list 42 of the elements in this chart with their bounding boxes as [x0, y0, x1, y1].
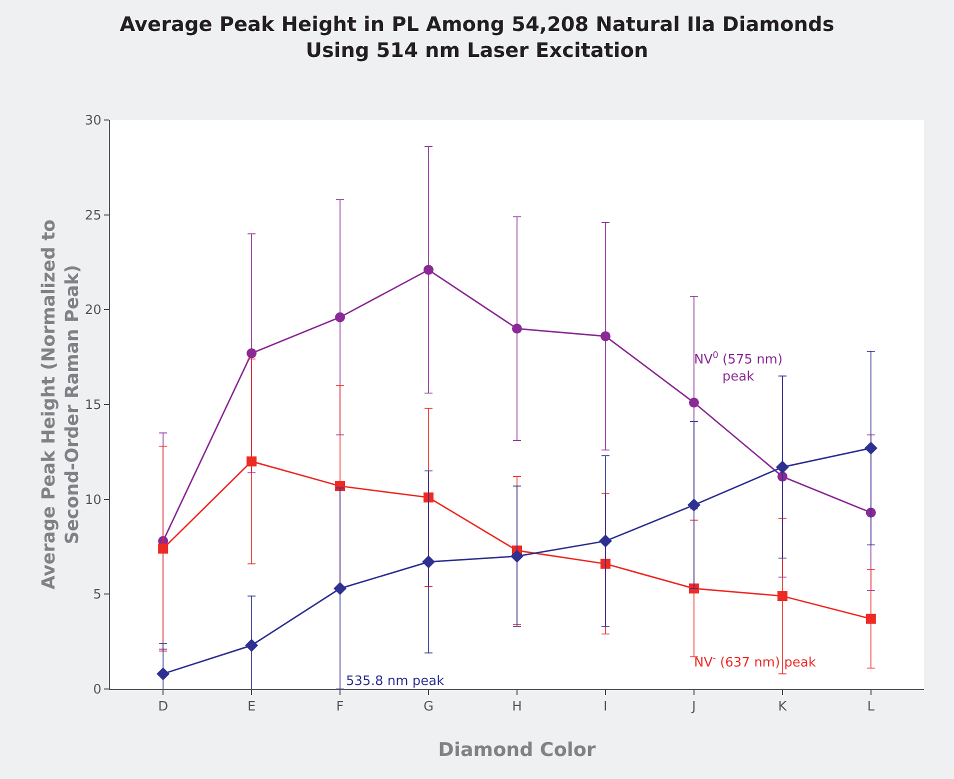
- point: [422, 555, 436, 568]
- y-tick-label: 25: [84, 208, 102, 224]
- point: [334, 582, 347, 595]
- y-tick-label: 30: [84, 114, 102, 129]
- point: [156, 667, 170, 680]
- y-tick-label: 10: [84, 492, 102, 508]
- y-tick-label: 15: [84, 398, 102, 414]
- chart-title: Average Peak Height in PL Among 54,208 Natural IIa Diamonds Using 514 nm Laser Excitation: [120, 12, 834, 62]
- x-tick-label: G: [423, 700, 434, 715]
- point: [424, 492, 434, 502]
- y-tick-label: 20: [84, 303, 102, 318]
- point: [600, 558, 610, 569]
- x-tick-label: D: [158, 700, 168, 715]
- y-tick-label: 0: [93, 682, 102, 698]
- annotation: NV$^{0}$ (575 nm) peak: [694, 351, 783, 384]
- point: [510, 550, 524, 563]
- x-tick-label: J: [691, 700, 696, 715]
- point: [688, 398, 699, 408]
- point: [246, 456, 257, 466]
- x-tick-label: L: [867, 700, 876, 715]
- point: [598, 534, 612, 548]
- x-tick-label: I: [604, 700, 608, 715]
- point: [335, 312, 346, 322]
- annotation: 535.8 nm peak: [346, 674, 445, 689]
- x-tick-label: E: [247, 700, 256, 715]
- point: [776, 460, 789, 474]
- y-axis-title: Average Peak Height (Normalized to Second-Order Raman Peak): [38, 220, 83, 590]
- point: [777, 591, 788, 602]
- point: [864, 442, 878, 455]
- point: [687, 498, 700, 512]
- point: [600, 331, 610, 342]
- annotation: NV$^{-}$ (637 nm) peak: [694, 654, 816, 670]
- x-axis-title: Diamond Color: [438, 739, 596, 761]
- point: [512, 324, 522, 334]
- x-tick-label: F: [336, 700, 344, 715]
- point: [866, 614, 876, 624]
- x-tick-label: K: [778, 700, 788, 715]
- point: [424, 264, 434, 275]
- y-tick-label: 5: [93, 588, 102, 603]
- point: [245, 638, 258, 652]
- point: [246, 348, 257, 358]
- x-tick-label: H: [512, 700, 522, 715]
